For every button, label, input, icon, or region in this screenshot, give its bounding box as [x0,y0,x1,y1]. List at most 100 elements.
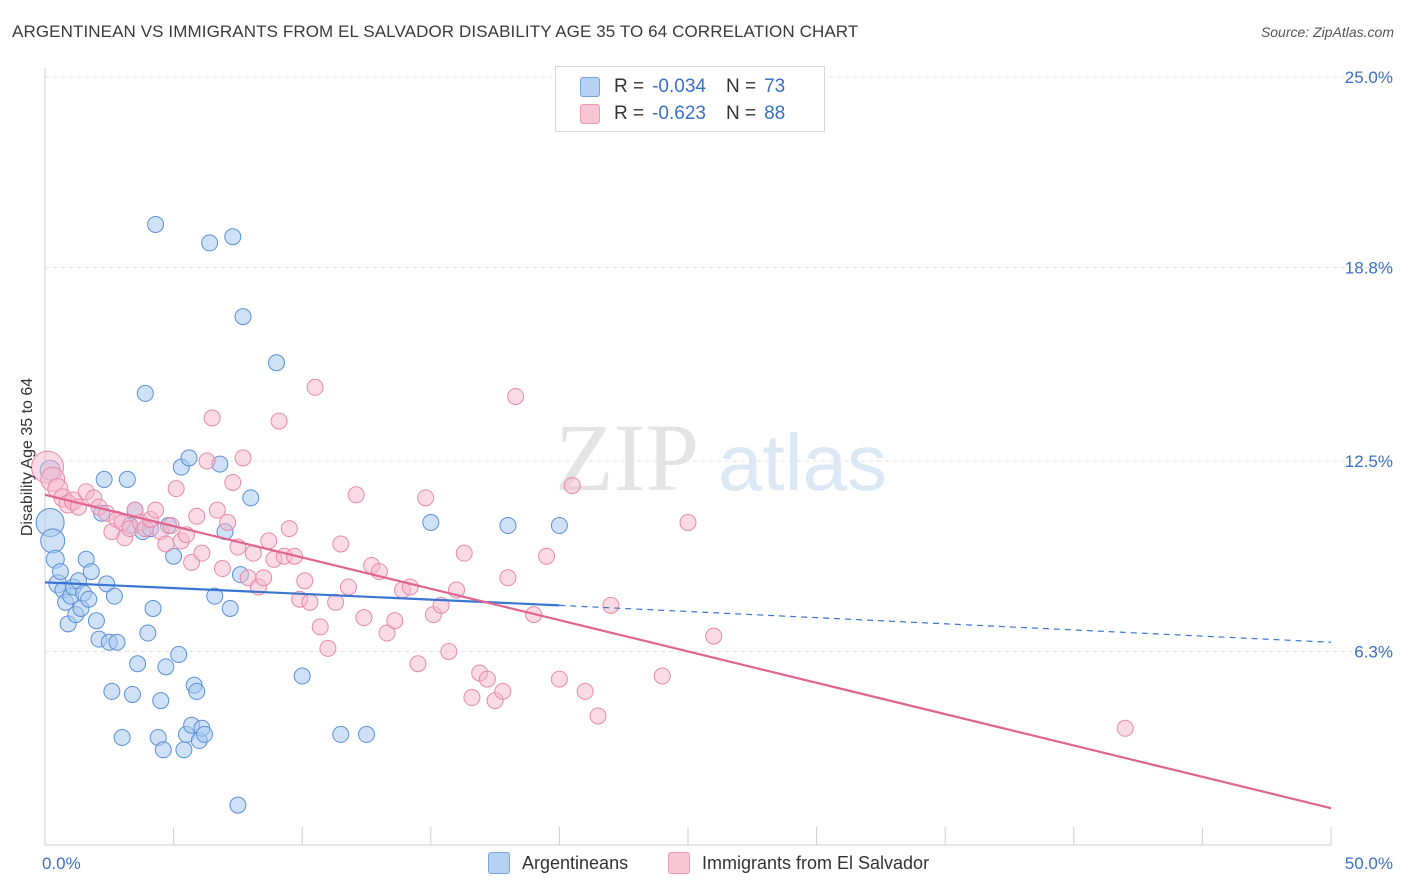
legend-n-label: N = [725,76,757,97]
el-salvador-point [417,489,435,507]
el-salvador-point [203,409,221,427]
el-salvador-point [550,670,568,688]
el-salvador-point [219,513,237,531]
argentineans-point [118,470,136,488]
argentineans-point [242,489,260,507]
legend-r-label: R = [614,76,645,97]
argentineans-point [195,725,213,743]
legend-n-label: N = [725,103,757,124]
argentineans-point [201,234,219,252]
el-salvador-point [301,593,319,611]
el-salvador-point [296,572,314,590]
argentineans-point [188,682,206,700]
watermark-atlas: atlas [718,418,887,507]
el-salvador-point [432,596,450,614]
el-salvador-point [507,387,525,405]
argentineans-point [206,587,224,605]
el-salvador-point [378,624,396,642]
legend-item-argentineans[interactable]: Argentineans [488,852,628,874]
legend-swatch-blue [488,852,510,874]
source-label: Source: ZipAtlas.com [1260,24,1394,40]
argentineans-point [234,308,252,326]
el-salvador-point [563,477,581,495]
el-salvador-point [280,520,298,538]
argentineans-point [123,685,141,703]
y-axis-label: Disability Age 35 to 64 [19,378,36,536]
el-salvador-point [270,412,288,430]
gridlines [45,76,1391,652]
legend-swatch-pink [668,852,690,874]
legend-row-argentineans: R = -0.034 N = 73 [580,75,785,99]
legend-row-el-salvador: R = -0.623 N = 88 [580,102,785,126]
y-tick-label: 6.3% [1354,642,1393,661]
y-tick-label: 12.5% [1345,452,1393,471]
argentineans-point [105,587,123,605]
argentineans-point [82,563,100,581]
el-salvador-point [332,535,350,553]
legend-swatch-pink [580,104,600,124]
argentineans-point [229,796,247,814]
el-salvador-point [653,667,671,685]
argentineans-trend-line [44,581,560,607]
el-salvador-point [679,513,697,531]
argentineans-point [80,590,98,608]
argentineans-point [224,228,242,246]
el-salvador-point [260,532,278,550]
y-tick-label: 18.8% [1345,258,1393,277]
argentineans-points [35,215,568,814]
el-salvador-point [602,596,620,614]
el-salvador-point [193,544,211,562]
y-tick-label: 25.0% [1345,68,1393,87]
el-salvador-point [705,627,723,645]
el-salvador-point [306,378,324,396]
el-salvador-point [494,682,512,700]
watermark-zip: ZIP [555,404,699,511]
el-salvador-point [355,609,373,627]
el-salvador-point [213,560,231,578]
el-salvador-point [463,689,481,707]
watermark: ZIP atlas [555,404,887,511]
legend-n-value: 73 [764,76,786,97]
el-salvador-point [319,639,337,657]
el-salvador-point [386,612,404,630]
argentineans-point [332,725,350,743]
legend-item-el-salvador[interactable]: Immigrants from El Salvador [668,852,929,874]
argentineans-point [154,741,172,759]
legend-swatch-blue [580,77,600,97]
legend-label-el-salvador: Immigrants from El Salvador [702,852,930,873]
argentineans-point [175,741,193,759]
argentineans-point [144,599,162,617]
argentineans-point [180,449,198,467]
el-salvador-point [234,449,252,467]
legend-r-value: -0.623 [652,103,706,124]
el-salvador-point [208,501,226,519]
el-salvador-point [339,578,357,596]
el-salvador-points [31,378,1134,737]
chart-title: ARGENTINEAN VS IMMIGRANTS FROM EL SALVAD… [12,22,859,41]
argentineans-point [103,682,121,700]
argentineans-point [95,470,113,488]
argentineans-point [165,547,183,565]
argentineans-point [422,513,440,531]
el-salvador-point [589,707,607,725]
tick-labels: 6.3% 12.5% 18.8% 25.0% 0.0% 50.0% [42,68,1393,873]
el-salvador-point [409,655,427,673]
el-salvador-point [311,618,329,636]
legend-r-value: -0.034 [652,76,706,97]
argentineans-point [87,612,105,630]
el-salvador-point [576,682,594,700]
argentineans-point [51,563,69,581]
el-salvador-point [455,544,473,562]
legend-r-label: R = [614,103,645,124]
argentineans-point [267,354,285,372]
x-tick-label: 0.0% [42,854,81,873]
legend-label-argentineans: Argentineans [522,852,629,873]
legend-n-value: 88 [764,103,786,124]
argentineans-point [293,667,311,685]
x-tick-label: 50.0% [1345,854,1393,873]
argentineans-point [358,725,375,743]
el-salvador-trend-line [44,493,1332,810]
argentineans-point [170,646,188,664]
el-salvador-point [1116,719,1134,737]
el-salvador-point [188,507,206,525]
